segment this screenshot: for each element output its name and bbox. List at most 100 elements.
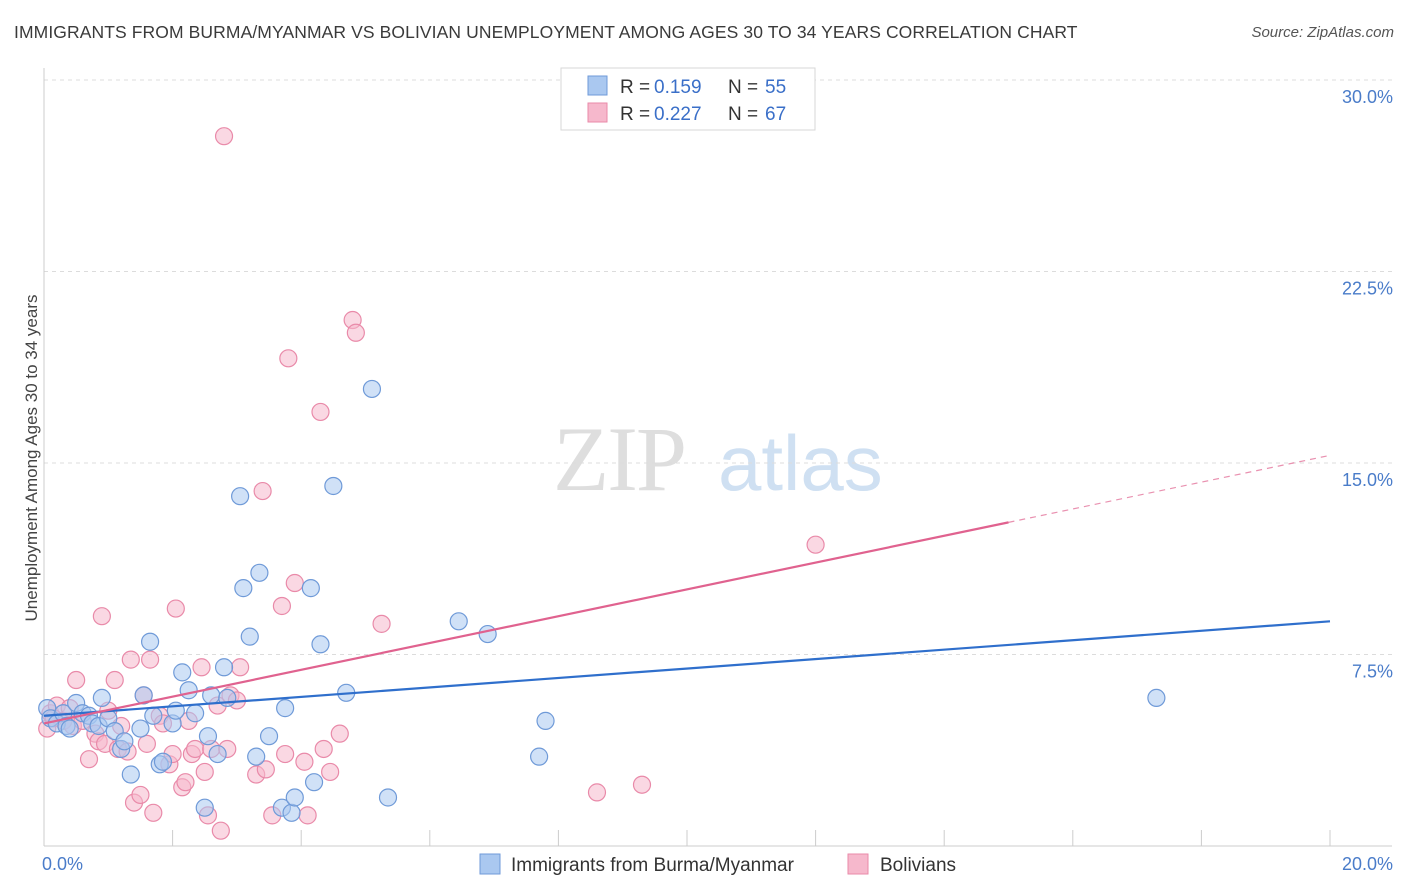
burma-point-28 [195, 798, 214, 817]
burma-point-54 [536, 711, 555, 730]
burma-trend-line [43, 620, 1331, 717]
bolivians-point-65 [806, 535, 825, 554]
legend-r-value-2: 0.227 [654, 104, 702, 125]
legend-swatch-pink [587, 102, 608, 123]
burma-point-18 [134, 686, 153, 705]
burma-point-37 [247, 747, 266, 766]
burma-point-52 [478, 624, 497, 644]
y-tick-label-2: 22.5% [1342, 279, 1393, 299]
legend-swatch-blue [587, 75, 608, 96]
burma-point-16 [121, 765, 140, 784]
trend-lines [43, 454, 1331, 725]
bolivians-point-59 [330, 724, 349, 743]
series-legend-label-pink: Bolivians [880, 855, 956, 876]
bolivians-point-8 [79, 750, 99, 769]
bolivians-point-54 [295, 752, 314, 771]
bolivians-point-63 [587, 783, 607, 802]
burma-point-19 [140, 632, 160, 651]
bolivians-point-20 [131, 785, 150, 805]
bolivians-point-55 [298, 806, 317, 825]
burma-point-15 [115, 732, 134, 751]
legend-r-value-1: 0.159 [654, 77, 702, 98]
burma-point-41 [276, 699, 295, 718]
bolivians-point-57 [314, 739, 333, 759]
bolivians-point-22 [137, 734, 156, 753]
burma-point-34 [231, 487, 250, 506]
burma-point-39 [259, 727, 279, 746]
bolivians-point-45 [231, 658, 250, 677]
series-legend-swatch-blue [479, 853, 501, 875]
y-tick-label-1: 15.0% [1342, 470, 1393, 490]
watermark: ZIP atlas [553, 408, 883, 510]
burma-point-5 [60, 719, 79, 738]
burma-point-55 [1147, 688, 1166, 708]
bolivians-point-40 [211, 821, 230, 840]
bolivians-trend-extension [1008, 454, 1331, 523]
bolivians-point-34 [186, 739, 205, 759]
bolivians-point-50 [272, 596, 292, 616]
legend-n-label-1: N = [728, 77, 758, 98]
bolivians-point-29 [166, 599, 185, 618]
source-attribution: Source: ZipAtlas.com [1251, 24, 1394, 41]
bolivians-point-14 [105, 670, 124, 690]
burma-point-36 [240, 627, 259, 646]
burma-point-38 [250, 563, 269, 582]
bolivians-point-41 [214, 127, 234, 146]
burma-point-26 [179, 681, 198, 700]
bolivians-point-64 [632, 775, 652, 794]
bolivians-points [38, 127, 825, 840]
bolivians-point-18 [121, 650, 140, 669]
bolivians-point-24 [144, 803, 163, 822]
bolivians-trend-line [43, 521, 1009, 725]
burma-point-46 [311, 635, 330, 654]
burma-point-42 [282, 803, 301, 822]
bolivians-point-62 [372, 614, 391, 633]
series-legend: Immigrants from Burma/Myanmar Bolivians [479, 853, 956, 876]
burma-point-25 [173, 663, 192, 682]
bolivians-point-11 [92, 607, 111, 626]
bolivians-point-53 [285, 573, 304, 593]
x-tick-label-1: 20.0% [1342, 854, 1393, 874]
burma-point-11 [92, 688, 111, 708]
burma-point-43 [285, 788, 304, 807]
burma-point-51 [449, 612, 468, 631]
correlation-legend: R = 0.159 N = 55 R = 0.227 N = 67 [560, 67, 816, 131]
series-legend-swatch-pink [847, 853, 869, 875]
burma-point-49 [362, 379, 382, 399]
bolivians-point-58 [321, 762, 340, 782]
y-tick-label-0: 7.5% [1352, 662, 1393, 682]
burma-point-31 [208, 744, 227, 764]
bolivians-point-31 [176, 773, 195, 792]
burma-point-20 [144, 706, 163, 725]
burma-point-29 [198, 727, 218, 746]
burma-points [38, 379, 1166, 822]
burma-point-27 [186, 704, 205, 723]
y-tick-label-3: 30.0% [1342, 87, 1393, 107]
bolivians-point-52 [279, 349, 298, 368]
burma-point-50 [378, 788, 398, 807]
y-axis-title: Unemployment Among Ages 30 to 34 years [22, 295, 41, 622]
bolivians-point-35 [192, 658, 211, 677]
burma-point-53 [530, 747, 549, 766]
burma-point-47 [324, 476, 343, 496]
series-legend-label-blue: Immigrants from Burma/Myanmar [511, 855, 795, 876]
x-tick-labels: 0.0% 20.0% [42, 854, 1393, 874]
bolivians-point-23 [140, 650, 160, 669]
burma-point-35 [234, 579, 253, 598]
burma-point-17 [131, 719, 150, 738]
bolivians-point-61 [346, 323, 365, 342]
bolivians-point-51 [276, 744, 295, 764]
bolivians-point-36 [195, 762, 214, 782]
burma-point-32 [214, 658, 234, 677]
burma-point-44 [301, 579, 320, 598]
chart-title: IMMIGRANTS FROM BURMA/MYANMAR VS BOLIVIA… [14, 22, 1078, 42]
x-tick-label-0: 0.0% [42, 854, 83, 874]
legend-r-label-1: R = [620, 77, 650, 98]
legend-n-label-2: N = [728, 104, 758, 125]
bolivians-point-47 [253, 481, 272, 501]
watermark-zip: ZIP [553, 408, 685, 510]
legend-n-value-1: 55 [765, 77, 786, 98]
bolivians-point-6 [67, 670, 86, 690]
legend-r-label-2: R = [620, 104, 650, 125]
